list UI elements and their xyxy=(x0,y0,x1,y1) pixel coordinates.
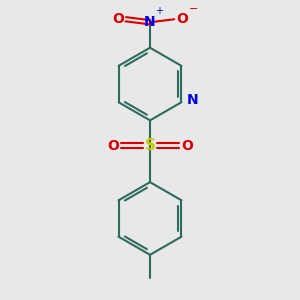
Text: N: N xyxy=(144,15,156,29)
Text: O: O xyxy=(107,139,119,153)
Text: O: O xyxy=(176,12,188,26)
Text: +: + xyxy=(155,6,164,16)
Text: O: O xyxy=(181,139,193,153)
Text: −: − xyxy=(189,4,198,14)
Text: S: S xyxy=(145,138,155,153)
Text: N: N xyxy=(186,93,198,107)
Text: O: O xyxy=(112,12,124,26)
